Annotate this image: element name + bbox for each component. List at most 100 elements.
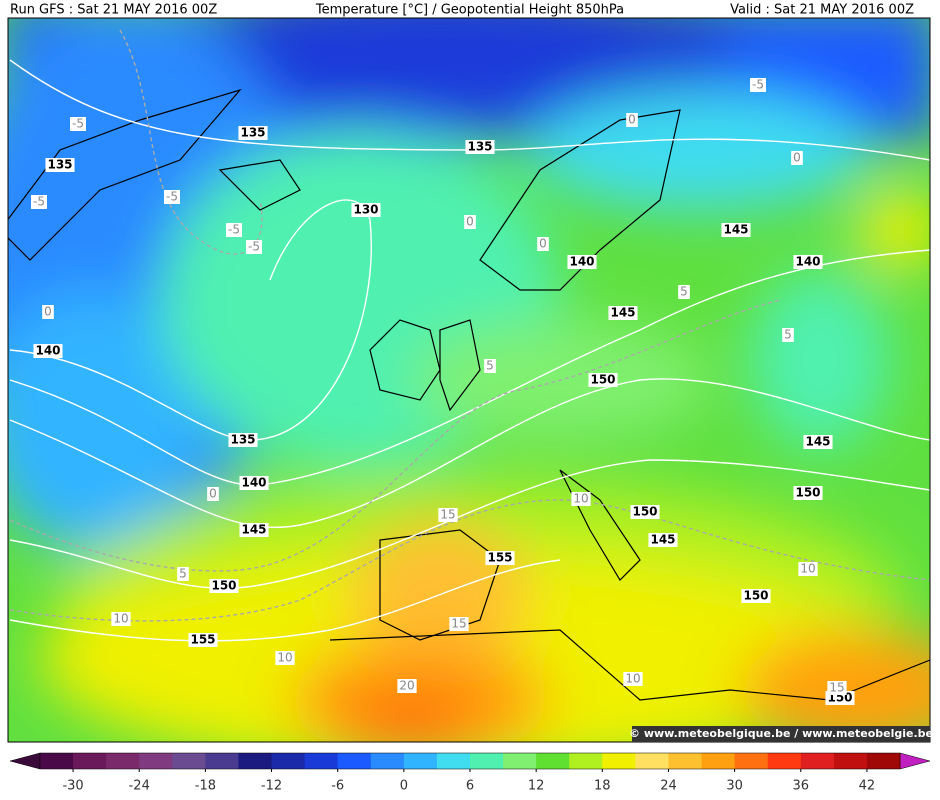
temperature-label: 0 xyxy=(464,215,476,229)
colorbar-tick-label: 36 xyxy=(792,779,809,794)
label-bg xyxy=(238,126,268,140)
temperature-label-text: 15 xyxy=(440,508,455,522)
height-label-text: 150 xyxy=(743,589,768,603)
label-bg xyxy=(798,562,818,576)
height-label: 155 xyxy=(188,633,218,647)
colorbar-swatch xyxy=(370,753,405,769)
height-label-text: 140 xyxy=(241,476,266,490)
colorbar-swatch xyxy=(800,753,835,769)
colorbar-swatch xyxy=(304,753,339,769)
label-bg xyxy=(793,486,823,500)
height-label-text: 135 xyxy=(240,126,265,140)
height-label: 150 xyxy=(588,373,618,387)
label-bg xyxy=(567,255,597,269)
label-bg xyxy=(782,328,794,342)
height-label: 150 xyxy=(209,579,239,593)
label-bg xyxy=(827,681,847,695)
colorbar-swatch xyxy=(470,753,504,769)
colorbar-swatch xyxy=(205,753,239,769)
colorbar-swatch xyxy=(271,753,306,769)
colorbar-tick-label: 0 xyxy=(400,779,408,794)
temperature-label: 15 xyxy=(827,681,847,695)
label-bg xyxy=(537,237,549,251)
watermark-bg xyxy=(632,726,930,742)
label-bg xyxy=(207,487,219,501)
colorbar-swatch xyxy=(602,753,636,769)
height-label-text: 155 xyxy=(190,633,215,647)
temperature-label: 5 xyxy=(484,359,496,373)
height-label: 145 xyxy=(803,435,833,449)
height-label: 145 xyxy=(608,306,638,320)
label-bg xyxy=(209,579,239,593)
height-label: 150 xyxy=(741,589,771,603)
map-title: Temperature [°C] / Geopotential Height 8… xyxy=(315,3,624,18)
colorbar-swatch xyxy=(436,753,471,769)
height-label-text: 135 xyxy=(467,140,492,154)
temperature-label-text: 0 xyxy=(793,151,801,165)
height-label: 135 xyxy=(228,433,258,447)
height-label: 130 xyxy=(351,203,381,217)
watermark: © www.meteobelgique.be / www.meteobelgie… xyxy=(629,727,933,740)
colorbar-tick-label: -18 xyxy=(195,779,216,794)
label-bg xyxy=(397,679,417,693)
temperature-label: -5 xyxy=(246,240,262,254)
temperature-label-text: 5 xyxy=(486,359,494,373)
temperature-label: -5 xyxy=(226,223,242,237)
temperature-label-text: 20 xyxy=(399,679,414,693)
colorbar-swatch xyxy=(734,753,769,769)
temperature-label-text: -5 xyxy=(166,190,178,204)
colorbar-swatch xyxy=(668,753,703,769)
height-label: 140 xyxy=(239,476,269,490)
label-bg xyxy=(239,476,269,490)
label-bg xyxy=(721,223,751,237)
colorbar-swatch xyxy=(40,753,74,769)
temperature-label: 5 xyxy=(782,328,794,342)
valid-label: Valid : Sat 21 MAY 2016 00Z xyxy=(730,3,914,18)
height-label: 135 xyxy=(238,126,268,140)
run-label: Run GFS : Sat 21 MAY 2016 00Z xyxy=(10,3,217,18)
height-label-text: 140 xyxy=(35,344,60,358)
temperature-label-text: 5 xyxy=(784,328,792,342)
temperature-label-text: 10 xyxy=(277,651,292,665)
height-label-text: 145 xyxy=(610,306,635,320)
label-bg xyxy=(803,435,833,449)
height-label-text: 145 xyxy=(241,523,266,537)
temperature-label-text: 10 xyxy=(625,672,640,686)
colorbar-swatch xyxy=(238,753,273,769)
label-bg xyxy=(164,190,180,204)
colorbar-swatch xyxy=(635,753,669,769)
height-label: 140 xyxy=(33,344,63,358)
label-bg xyxy=(438,508,458,522)
temperature-label: 10 xyxy=(571,492,591,506)
height-label-text: 145 xyxy=(805,435,830,449)
temperature-label: 0 xyxy=(537,237,549,251)
label-bg xyxy=(351,203,381,217)
height-label-text: 140 xyxy=(569,255,594,269)
label-bg xyxy=(70,117,86,131)
colorbar: -30 -24 -18 -12 -6 0 6 12 18 24 30 36 42 xyxy=(9,752,931,794)
label-bg xyxy=(464,215,476,229)
colorbar-swatch xyxy=(172,753,206,769)
height-label: 145 xyxy=(239,523,269,537)
temperature-label: 15 xyxy=(449,617,469,631)
label-bg xyxy=(449,617,469,631)
label-bg xyxy=(608,306,638,320)
height-label: 145 xyxy=(648,533,678,547)
label-bg xyxy=(588,373,618,387)
temperature-label: -5 xyxy=(750,78,766,92)
label-bg xyxy=(623,672,643,686)
label-bg xyxy=(31,195,47,209)
height-label-text: 155 xyxy=(487,551,512,565)
temperature-label: 0 xyxy=(626,113,638,127)
temperature-label: 10 xyxy=(623,672,643,686)
temperature-label-text: 5 xyxy=(680,285,688,299)
temperature-label-text: 0 xyxy=(44,305,52,319)
label-bg xyxy=(485,551,515,565)
height-label-text: 140 xyxy=(795,255,820,269)
label-bg xyxy=(111,612,131,626)
label-bg xyxy=(793,255,823,269)
label-bg xyxy=(648,533,678,547)
colorbar-tick-label: 18 xyxy=(594,779,611,794)
colorbar-swatch xyxy=(106,753,140,769)
label-bg xyxy=(239,523,269,537)
